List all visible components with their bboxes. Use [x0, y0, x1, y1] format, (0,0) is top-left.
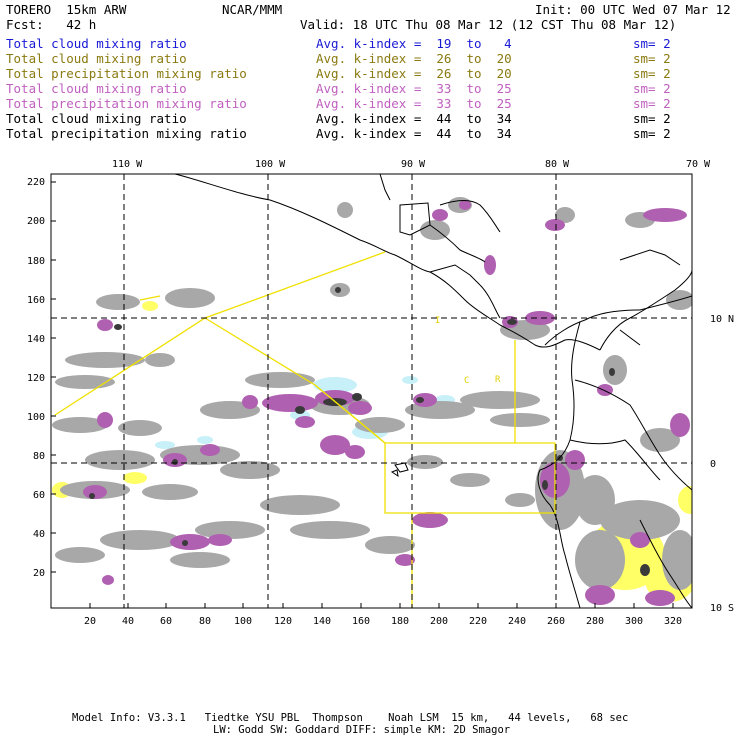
- frame-ticks: [51, 181, 674, 608]
- field-name: Total cloud mixing ratio: [6, 111, 187, 126]
- valid-time: Valid: 18 UTC Thu 08 Mar 12 (12 CST Thu …: [300, 17, 677, 32]
- legend-row: Total precipitation mixing ratio Avg. k-…: [6, 66, 736, 81]
- field-smoothing: sm= 2: [633, 36, 671, 51]
- lon-label: 110 W: [112, 159, 143, 170]
- x-tick-label: 320: [664, 616, 682, 627]
- lon-label: 70 W: [686, 159, 711, 170]
- field-index: Avg. k-index = 44 to 34: [316, 126, 512, 141]
- y-tick-label: 220: [27, 177, 45, 188]
- lat-label: 0: [710, 459, 716, 470]
- x-tick-label: 100: [234, 616, 252, 627]
- model-title: TORERO 15km ARW: [6, 2, 127, 17]
- field-name: Total cloud mixing ratio: [6, 36, 187, 51]
- model-info-line1: Model Info: V3.3.1 Tiedtke YSU PBL Thomp…: [72, 712, 629, 724]
- region-label: R: [495, 375, 501, 385]
- x-tick-label: 260: [547, 616, 565, 627]
- field-index: Avg. k-index = 33 to 25: [316, 96, 512, 111]
- y-tick-label: 180: [27, 256, 45, 267]
- x-tick-label: 160: [352, 616, 370, 627]
- lon-label: 90 W: [401, 159, 426, 170]
- y-tick-label: 140: [27, 334, 45, 345]
- legend-row: Total precipitation mixing ratio Avg. k-…: [6, 126, 736, 141]
- legend-row: Total cloud mixing ratio Avg. k-index = …: [6, 36, 736, 51]
- x-tick-label: 80: [199, 616, 211, 627]
- coastlines: [174, 174, 692, 608]
- init-time: Init: 00 UTC Wed 07 Mar 12: [535, 2, 731, 17]
- field-smoothing: sm= 2: [633, 81, 671, 96]
- precip-mixing-areas: [83, 200, 690, 606]
- x-tick-label: 300: [625, 616, 643, 627]
- y-tick-label: 20: [33, 568, 45, 579]
- x-tick-label: 220: [469, 616, 487, 627]
- field-index: Avg. k-index = 26 to 20: [316, 51, 512, 66]
- region-label: C: [464, 376, 469, 386]
- lat-lon-grid: [51, 174, 692, 608]
- lon-label: 80 W: [545, 159, 570, 170]
- y-tick-label: 120: [27, 373, 45, 384]
- lat-label: 10 S: [710, 603, 734, 614]
- cloud-mixing-areas: [52, 197, 692, 590]
- field-name: Total precipitation mixing ratio: [6, 96, 247, 111]
- field-smoothing: sm= 2: [633, 126, 671, 141]
- field-index: Avg. k-index = 19 to 4: [316, 36, 512, 51]
- field-smoothing: sm= 2: [633, 51, 671, 66]
- model-info-line2: LW: Godd SW: Goddard DIFF: simple KM: 2D…: [213, 724, 511, 736]
- field-smoothing: sm= 2: [633, 111, 671, 126]
- x-tick-label: 20: [84, 616, 96, 627]
- x-tick-label: 180: [391, 616, 409, 627]
- x-tick-label: 40: [122, 616, 134, 627]
- forecast-map: 110 W 100 W 90 W 80 W 70 W 10 N 0 10 S 2…: [27, 159, 734, 627]
- x-tick-label: 200: [430, 616, 448, 627]
- field-name: Total cloud mixing ratio: [6, 81, 187, 96]
- legend-row: Total cloud mixing ratio Avg. k-index = …: [6, 51, 736, 66]
- field-index: Avg. k-index = 44 to 34: [316, 111, 512, 126]
- legend-row: Total precipitation mixing ratio Avg. k-…: [6, 96, 736, 111]
- field-index: Avg. k-index = 33 to 25: [316, 81, 512, 96]
- map-frame: [50, 173, 693, 609]
- org-label: NCAR/MMM: [222, 2, 283, 17]
- lat-label: 10 N: [710, 314, 734, 325]
- field-index: Avg. k-index = 26 to 20: [316, 66, 512, 81]
- y-tick-label: 160: [27, 295, 45, 306]
- lon-label: 100 W: [255, 159, 286, 170]
- legend-row: Total cloud mixing ratio Avg. k-index = …: [6, 81, 736, 96]
- x-tick-label: 140: [313, 616, 331, 627]
- region-label: I: [435, 316, 440, 326]
- field-name: Total precipitation mixing ratio: [6, 126, 247, 141]
- y-tick-label: 100: [27, 412, 45, 423]
- field-name: Total cloud mixing ratio: [6, 51, 187, 66]
- field-name: Total precipitation mixing ratio: [6, 66, 247, 81]
- x-tick-label: 280: [586, 616, 604, 627]
- x-tick-label: 240: [508, 616, 526, 627]
- y-tick-label: 60: [33, 490, 45, 501]
- y-tick-label: 80: [33, 451, 45, 462]
- x-tick-label: 120: [274, 616, 292, 627]
- field-smoothing: sm= 2: [633, 96, 671, 111]
- field-smoothing: sm= 2: [633, 66, 671, 81]
- y-tick-label: 200: [27, 216, 45, 227]
- legend-row: Total cloud mixing ratio Avg. k-index = …: [6, 111, 736, 126]
- x-tick-label: 60: [160, 616, 172, 627]
- forecast-hour: Fcst: 42 h: [6, 17, 97, 32]
- y-tick-label: 40: [33, 529, 45, 540]
